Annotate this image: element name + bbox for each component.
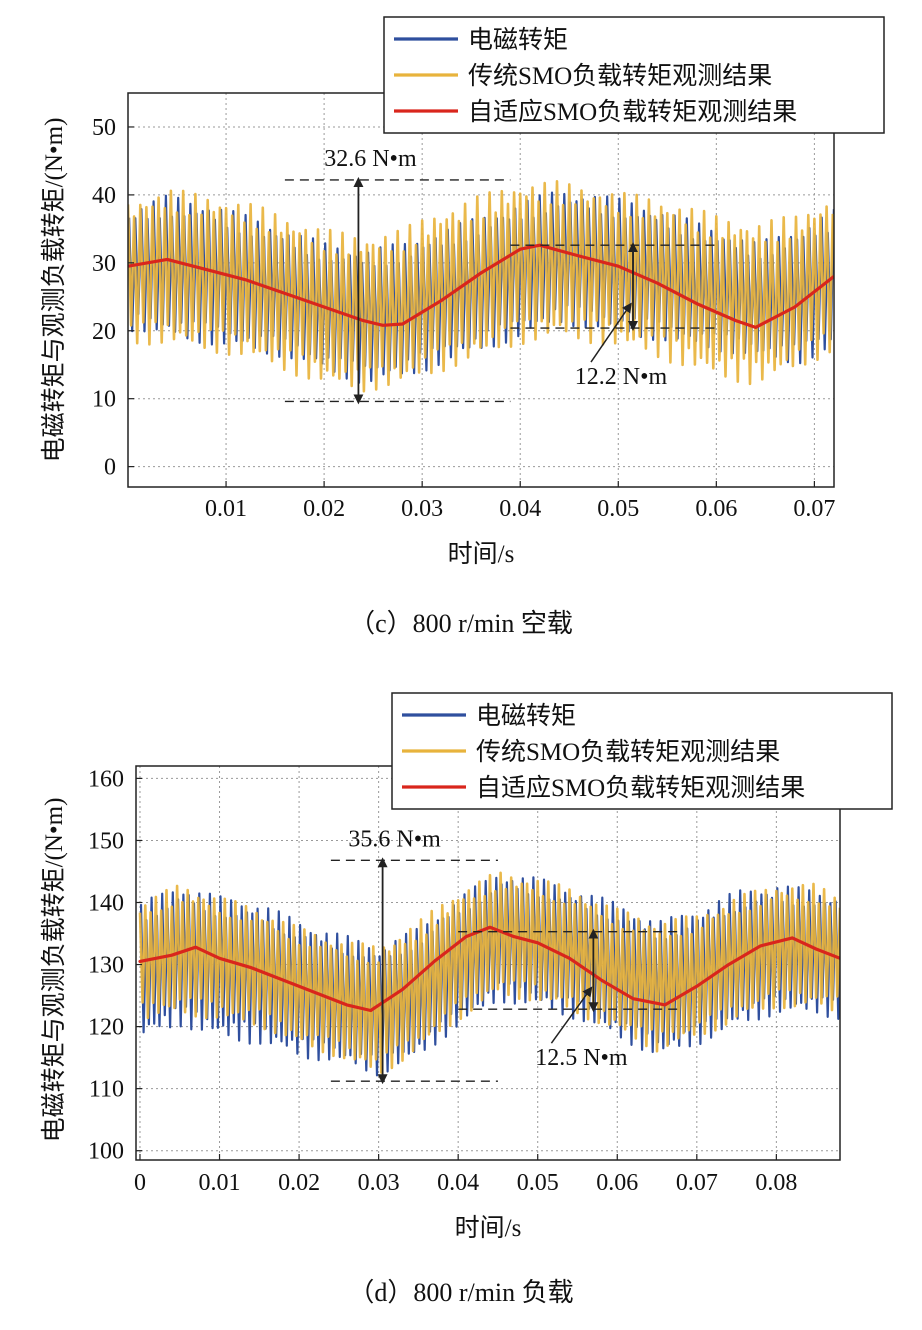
y-axis-label: 电磁转矩与观测负载转矩/(N•m): [40, 798, 68, 1143]
series-line-traditional: [138, 871, 840, 1074]
x-tick-label: 0.02: [303, 496, 345, 522]
x-tick-label: 0.05: [597, 496, 639, 522]
x-tick-label: 0.05: [517, 1170, 559, 1196]
legend-box: [391, 692, 893, 810]
x-tick-label: 0.07: [676, 1170, 718, 1196]
series-line-traditional: [128, 180, 834, 393]
legend-label: 自适应SMO负载转矩观测结果: [468, 98, 797, 126]
y-tick-label: 140: [88, 891, 124, 917]
x-axis-label: 时间/s: [448, 540, 515, 568]
dim-label: 12.2 N•m: [575, 364, 668, 390]
y-tick-label: 50: [92, 115, 116, 141]
y-tick-label: 150: [88, 828, 124, 854]
y-tick-label: 20: [92, 319, 116, 345]
x-tick-label: 0.03: [358, 1170, 400, 1196]
x-tick-label: 0.06: [695, 496, 737, 522]
legend-label: 传统SMO负载转矩观测结果: [468, 62, 772, 90]
dim-label: 12.5 N•m: [535, 1045, 628, 1071]
plot-area: [128, 180, 834, 393]
y-tick-label: 100: [88, 1139, 124, 1165]
x-tick-label: 0.07: [793, 496, 835, 522]
y-tick-label: 30: [92, 251, 116, 277]
y-tick-label: 0: [104, 455, 116, 481]
x-tick-label: 0.04: [437, 1170, 479, 1196]
leader-line: [550, 986, 593, 1044]
annotations: 32.6 N•m 12.2 N•m: [284, 146, 717, 405]
chart-d: 0 0.01 0.02 0.03 0.04 0.05 0.06 0.07 0.08 100 110 1…: [40, 692, 893, 1307]
dim-label: 35.6 N•m: [348, 826, 441, 852]
legend-box: [383, 16, 885, 134]
chart-c: 0.01 0.02 0.03 0.04 0.05 0.06 0.0701020304050 …: [40, 16, 885, 638]
ticks: 0.01 0.02 0.03 0.04 0.05 0.06 0.07 0 10 20 30 40 50: [92, 115, 835, 522]
legend-label: 传统SMO负载转矩观测结果: [476, 738, 780, 766]
y-tick-label: 10: [92, 387, 116, 413]
legend-label: 电磁转矩: [476, 702, 576, 730]
y-tick-label: 40: [92, 183, 116, 209]
caption-d: （d）800 r/min 负载: [348, 1278, 573, 1307]
y-tick-label: 130: [88, 953, 124, 979]
x-tick-label: 0.02: [278, 1170, 320, 1196]
y-axis-label: 电磁转矩与观测负载转矩/(N•m): [40, 118, 68, 463]
legend-label: 自适应SMO负载转矩观测结果: [476, 774, 805, 802]
series-line-adaptive: [128, 243, 834, 329]
y-tick-label: 160: [88, 766, 124, 792]
plot-area: [138, 871, 840, 1077]
ticks: 0 0.01 0.02 0.03 0.04 0.05 0.06 0.07 0.08 100 110 1…: [88, 766, 797, 1196]
annotations: 35.6 N•m 12.5 N•m: [330, 826, 681, 1085]
x-tick-label: 0.08: [755, 1170, 797, 1196]
y-tick-label: 120: [88, 1015, 124, 1041]
x-tick-label: 0.03: [401, 496, 443, 522]
x-tick-label: 0.06: [596, 1170, 638, 1196]
x-tick-label: 0: [134, 1170, 146, 1196]
x-tick-label: 0.04: [499, 496, 541, 522]
dim-label: 32.6 N•m: [324, 146, 417, 172]
x-axis-label: 时间/s: [455, 1214, 522, 1242]
legend-label: 电磁转矩: [468, 26, 568, 54]
x-tick-label: 0.01: [199, 1170, 241, 1196]
series-line-adaptive: [138, 925, 840, 1013]
y-tick-label: 110: [89, 1077, 124, 1103]
x-tick-label: 0.01: [205, 496, 247, 522]
caption-c: （c）800 r/min 空载: [349, 609, 573, 638]
leader-line: [590, 302, 632, 363]
